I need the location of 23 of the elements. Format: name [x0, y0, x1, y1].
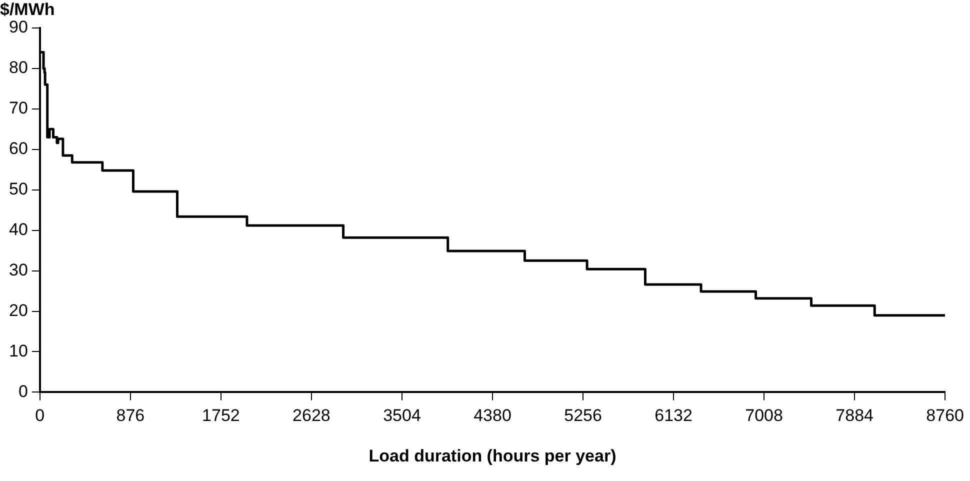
x-tick-label: 4380 [474, 406, 512, 426]
x-tick-label: 7884 [836, 406, 874, 426]
y-tick-label: 60 [8, 139, 28, 158]
x-tick-label: 1752 [202, 406, 240, 426]
x-tick-label: 8760 [926, 406, 964, 426]
x-tick-label: 0 [35, 406, 45, 426]
x-tick-label: 3504 [383, 406, 421, 426]
y-tick-label: 30 [8, 260, 28, 280]
y-tick-label: 20 [8, 300, 28, 320]
y-tick-label: 0 [18, 382, 28, 401]
y-tick-label: 70 [8, 98, 28, 118]
y-tick-label: 40 [8, 220, 28, 240]
y-tick-label: 50 [8, 180, 28, 199]
y-tick-label: 80 [8, 58, 28, 78]
x-axis-title: Load duration (hours per year) [368, 446, 616, 466]
x-tick-label: 5256 [564, 406, 602, 426]
y-tick-label: 90 [8, 18, 28, 37]
y-axis-title: $/MWh [0, 0, 55, 20]
x-tick-label: 7008 [745, 406, 783, 426]
x-tick-label: 876 [116, 406, 145, 426]
x-tick-label: 6132 [654, 406, 692, 426]
x-tick-label: 2628 [292, 406, 330, 426]
y-tick-label: 10 [8, 341, 28, 360]
